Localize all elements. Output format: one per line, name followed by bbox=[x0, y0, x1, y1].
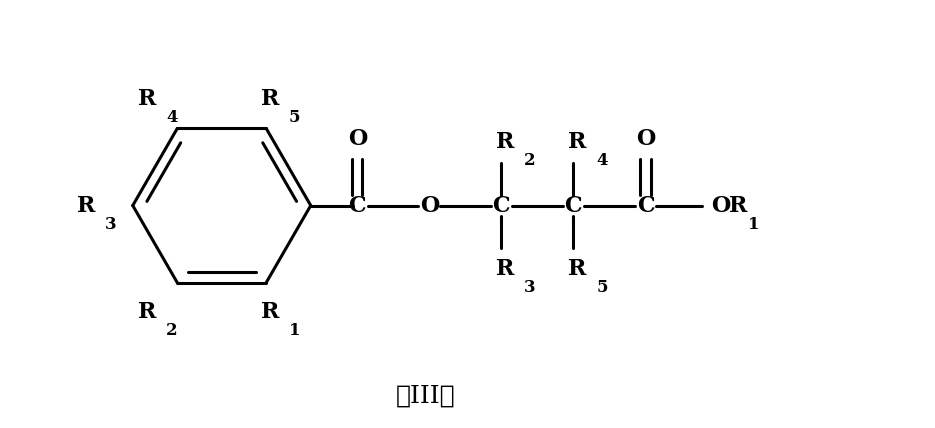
Text: 4: 4 bbox=[597, 152, 608, 169]
Text: R: R bbox=[261, 88, 280, 110]
Text: 4: 4 bbox=[166, 109, 178, 126]
Text: R: R bbox=[568, 131, 587, 153]
Text: R: R bbox=[496, 131, 515, 153]
Text: R: R bbox=[261, 301, 280, 323]
Text: 5: 5 bbox=[597, 279, 608, 296]
Text: R: R bbox=[138, 88, 157, 110]
Text: O: O bbox=[348, 128, 367, 150]
Text: 1: 1 bbox=[289, 322, 301, 339]
Text: 3: 3 bbox=[525, 279, 536, 296]
Text: R: R bbox=[496, 258, 515, 280]
Text: R: R bbox=[77, 194, 95, 217]
Text: C: C bbox=[349, 194, 367, 217]
Text: 1: 1 bbox=[748, 216, 759, 233]
Text: R: R bbox=[729, 194, 748, 217]
Text: 2: 2 bbox=[525, 152, 536, 169]
Text: 5: 5 bbox=[289, 109, 301, 126]
Text: C: C bbox=[637, 194, 654, 217]
Text: R: R bbox=[138, 301, 157, 323]
Text: O: O bbox=[420, 194, 439, 217]
Text: R: R bbox=[568, 258, 587, 280]
Text: （III）: （III） bbox=[396, 385, 455, 408]
Text: C: C bbox=[493, 194, 511, 217]
Text: 3: 3 bbox=[105, 216, 116, 233]
Text: C: C bbox=[565, 194, 583, 217]
Text: O: O bbox=[636, 128, 655, 150]
Text: O: O bbox=[711, 194, 730, 217]
Text: 2: 2 bbox=[166, 322, 178, 339]
